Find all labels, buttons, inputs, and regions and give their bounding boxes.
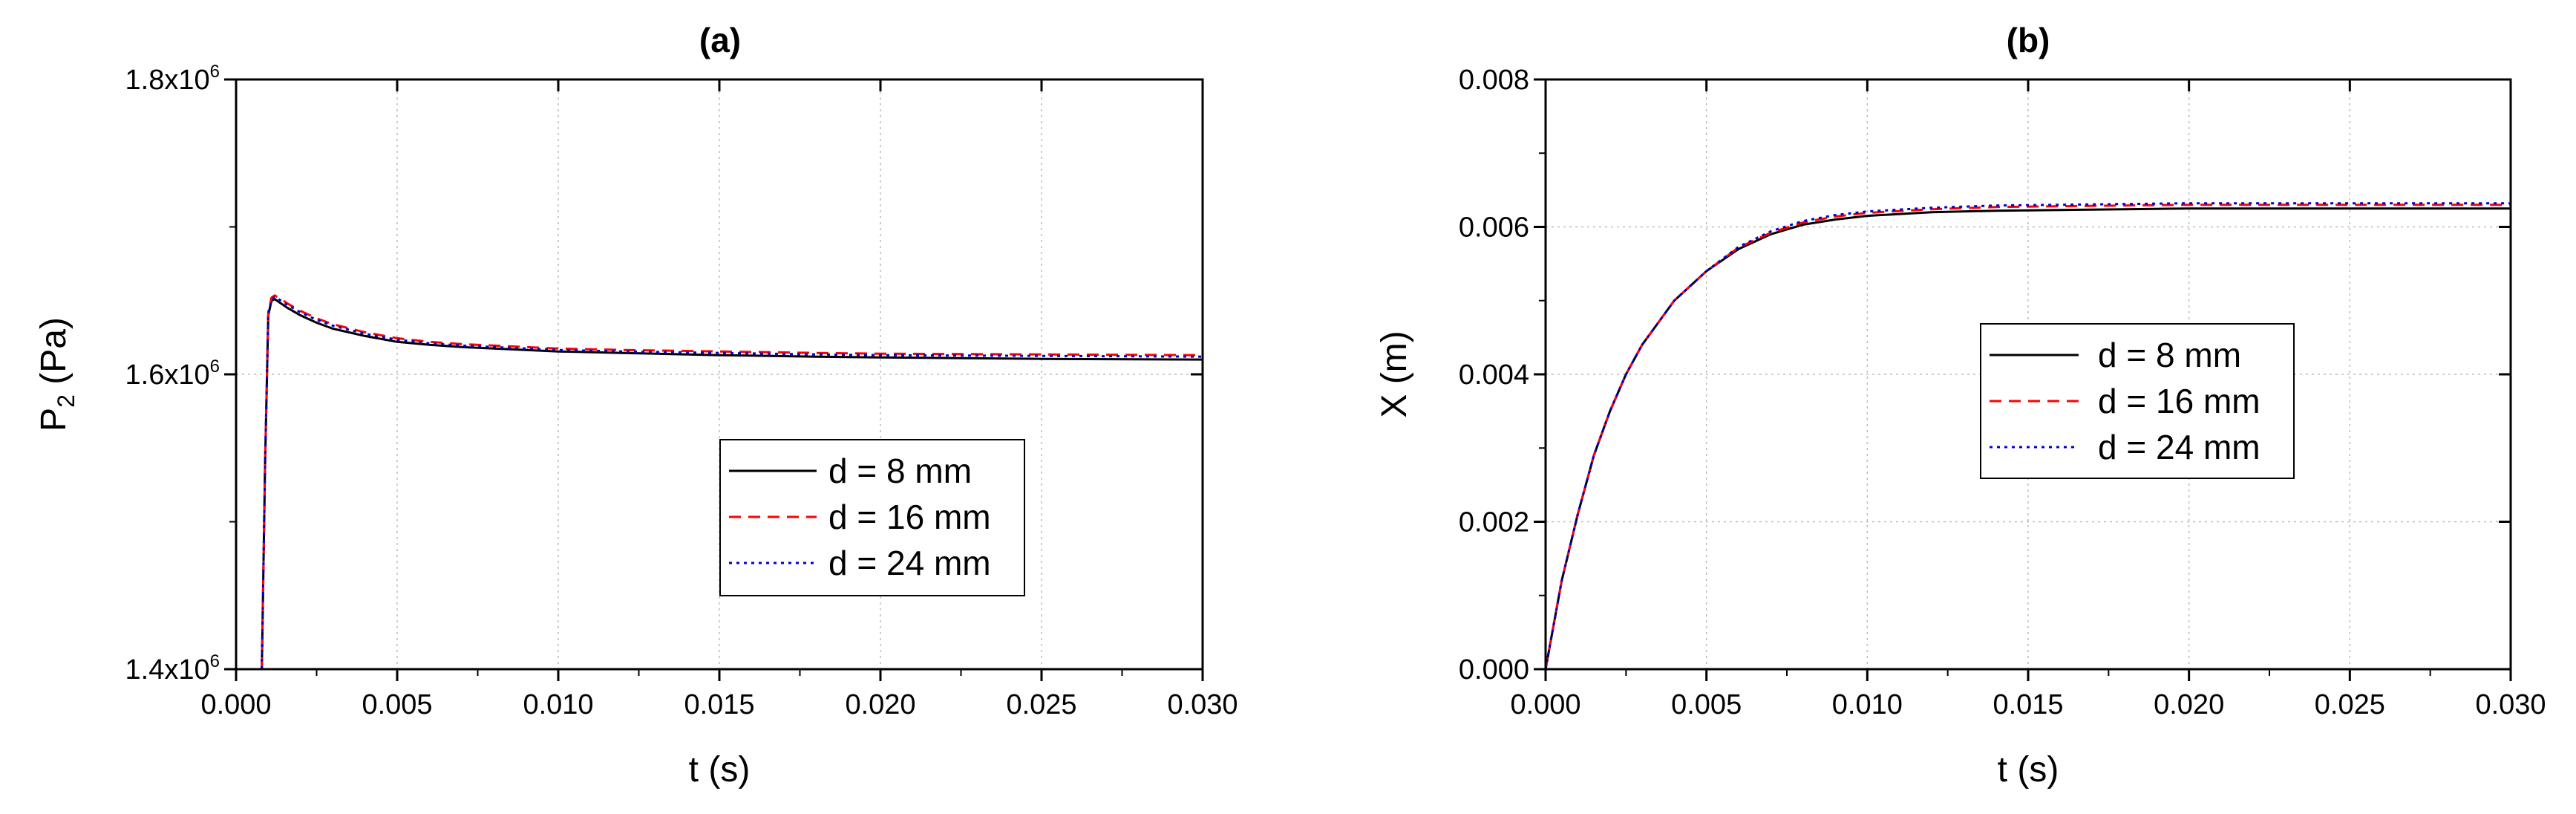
chart-b-series-line-2 xyxy=(1544,204,2511,670)
chart-a-y-tick-exponent: 6 xyxy=(210,651,220,671)
chart-a-title: (a) xyxy=(699,21,741,59)
chart-a-series-line-3 xyxy=(261,296,1203,670)
chart-b-ticks: 0.000 0.005 0.010 0.015 0.020 0.025 0.030 0.000… xyxy=(1459,65,2546,720)
chart-a-y-tick-exponent: 6 xyxy=(210,356,220,377)
chart-b-legend-label-1: d = 8 mm xyxy=(2098,336,2241,374)
chart-a-x-tick-label: 0.020 xyxy=(845,689,915,720)
chart-a-y-tick-mantissa: 1.4x10 xyxy=(125,654,210,686)
chart-a-series xyxy=(261,294,1203,670)
chart-a-y-axis-label: P2 (Pa) xyxy=(34,317,79,432)
chart-b-y-tick-label: 0.008 xyxy=(1459,65,1529,96)
chart-a-y-tick-mantissa: 1.6x10 xyxy=(125,359,210,391)
chart-a-x-tick-label: 0.005 xyxy=(362,689,432,720)
chart-b-x-tick-label: 0.010 xyxy=(1832,689,1903,720)
chart-a-x-tick-label: 0.000 xyxy=(200,689,271,720)
chart-b-x-tick-label: 0.030 xyxy=(2475,689,2546,720)
chart-a-ticks: 0.000 0.005 0.010 0.015 0.020 0.025 0.030 1.4x1… xyxy=(125,62,1238,720)
chart-b-y-tick-label: 0.006 xyxy=(1459,212,1529,244)
chart-b-series xyxy=(1544,202,2511,670)
chart-a-y-tick-mantissa: 1.8x10 xyxy=(125,65,210,96)
chart-a-y-axis-label-main: P xyxy=(34,408,73,432)
chart-b-legend-label-3: d = 24 mm xyxy=(2098,428,2260,466)
chart-a-x-tick-label: 0.015 xyxy=(684,689,754,720)
chart-b-y-axis-label: X (m) xyxy=(1375,331,1414,417)
chart-a-legend-label-2: d = 16 mm xyxy=(828,498,991,536)
chart-b-x-tick-label: 0.020 xyxy=(2154,689,2224,720)
chart-a-x-tick-label: 0.010 xyxy=(523,689,593,720)
chart-a-y-axis-label-unit: (Pa) xyxy=(34,317,73,394)
panel-a-pressure-chart: (a) 0.000 0.005 0.010 0.015 0.020 0.025 0.030 1… xyxy=(34,21,1238,789)
chart-b-x-tick-label: 0.015 xyxy=(1993,689,2063,720)
chart-b-y-tick-label: 0.002 xyxy=(1459,507,1529,538)
chart-a-x-tick-label: 0.025 xyxy=(1006,689,1076,720)
chart-b-x-tick-label: 0.005 xyxy=(1671,689,1742,720)
chart-a-legend-label-3: d = 24 mm xyxy=(828,544,991,582)
chart-a-y-axis-label-sub: 2 xyxy=(53,394,79,408)
chart-a-legend: d = 8 mm d = 16 mm d = 24 mm xyxy=(719,439,1025,596)
chart-b-title: (b) xyxy=(2007,21,2050,59)
chart-b-y-tick-label: 0.004 xyxy=(1459,359,1529,391)
chart-b-x-tick-label: 0.025 xyxy=(2315,689,2385,720)
chart-a-y-tick-exponent: 6 xyxy=(210,62,220,82)
chart-b-x-axis-label: t (s) xyxy=(1998,750,2059,789)
panel-b-displacement-chart: (b) 0.000 0.005 0.010 0.015 0.020 0.025 0.0300… xyxy=(1375,21,2546,789)
chart-a-y-tick-label: 1.4x106 xyxy=(125,651,220,686)
chart-b-x-tick-label: 0.000 xyxy=(1510,689,1580,720)
chart-b-legend-label-2: d = 16 mm xyxy=(2098,382,2260,420)
chart-a-legend-label-1: d = 8 mm xyxy=(828,452,972,490)
chart-b-y-tick-label: 0.000 xyxy=(1459,654,1529,686)
chart-b-legend: d = 8 mm d = 16 mm d = 24 mm xyxy=(1980,323,2295,479)
chart-a-y-tick-label: 1.8x106 xyxy=(125,62,220,96)
chart-a-grid xyxy=(236,79,1203,669)
chart-a-x-axis-label: t (s) xyxy=(689,750,751,789)
chart-a-series-line-2 xyxy=(261,294,1203,670)
chart-a-x-tick-label: 0.030 xyxy=(1167,689,1238,720)
chart-a-y-tick-label: 1.6x106 xyxy=(125,356,220,391)
